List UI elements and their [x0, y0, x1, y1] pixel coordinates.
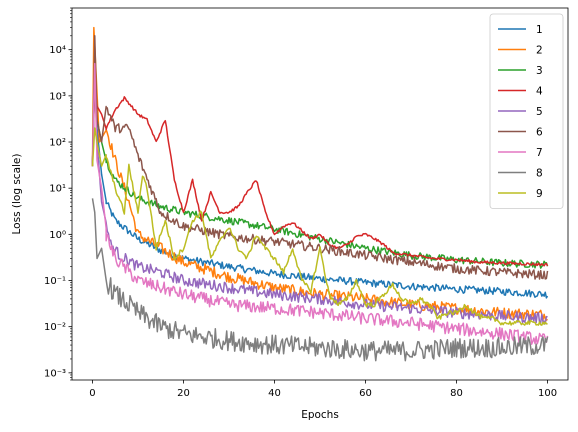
x-tick-label: 0 [89, 388, 95, 399]
legend-label: 7 [536, 147, 543, 159]
y-tick-label: 10⁻³ [44, 368, 66, 379]
x-tick-label: 80 [450, 388, 463, 399]
legend-label: 1 [536, 24, 543, 36]
series-line-6 [91, 35, 549, 280]
legend-label: 3 [536, 65, 543, 77]
plot-frame [71, 7, 569, 381]
legend-label: 4 [536, 86, 543, 98]
y-tick-label: 10¹ [49, 184, 66, 195]
legend-label: 5 [536, 106, 543, 118]
x-axis: 0 20 40 60 80 100 [89, 380, 557, 399]
series-line-4 [91, 81, 549, 267]
series-line-7 [91, 62, 549, 345]
y-tick-label: 10⁰ [49, 230, 66, 241]
y-tick-label: 10⁴ [49, 45, 66, 56]
x-tick-label: 60 [359, 388, 372, 399]
y-tick-label: 10³ [49, 91, 66, 102]
legend-label: 8 [536, 168, 543, 180]
legend-label: 2 [536, 45, 543, 57]
y-tick-label: 10⁻² [44, 322, 66, 333]
y-tick-label: 10² [49, 138, 66, 149]
legend: 1 2 3 4 5 6 7 8 9 [489, 13, 564, 209]
series-line-5 [91, 73, 548, 325]
y-axis-label: Loss (log scale) [11, 154, 23, 235]
series-layer [91, 26, 549, 362]
y-axis: 10⁻³ 10⁻² 10⁻¹ 10⁰ 10¹ 10² 10³ 10⁴ [44, 7, 72, 381]
legend-label: 9 [536, 188, 543, 200]
x-tick-label: 100 [538, 388, 557, 399]
x-tick-label: 40 [268, 388, 281, 399]
legend-label: 6 [536, 127, 543, 139]
y-tick-label: 10⁻¹ [44, 276, 66, 287]
legend-box [489, 13, 564, 209]
x-tick-label: 20 [177, 388, 190, 399]
series-line-9 [91, 127, 548, 326]
x-axis-label: Epochs [301, 409, 339, 421]
series-line-8 [91, 198, 549, 362]
